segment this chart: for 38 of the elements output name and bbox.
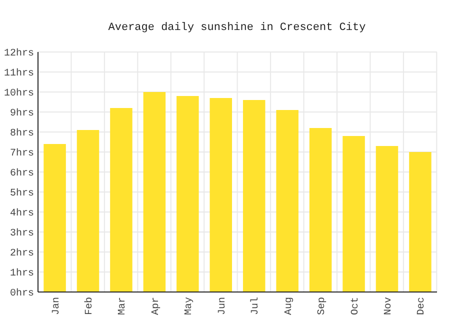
y-tick-label: 0hrs [10, 288, 34, 300]
x-tick-label: Sep [317, 297, 328, 316]
bar [110, 108, 132, 292]
x-tick-label: Feb [84, 297, 96, 316]
x-tick-label: Aug [284, 297, 295, 316]
x-tick-label: Jun [217, 297, 228, 316]
y-tick-label: 11hrs [4, 68, 34, 80]
x-tick-label: Mar [118, 297, 129, 316]
x-tick-label: Apr [150, 297, 162, 316]
y-tick-label: 2hrs [10, 248, 34, 260]
y-tick-label: 7hrs [10, 148, 34, 160]
x-tick-label: Jul [250, 297, 262, 316]
y-tick-label: 12hrs [4, 48, 34, 60]
bar [242, 100, 266, 292]
x-tick-label: Nov [384, 297, 394, 316]
bar [44, 144, 66, 292]
y-tick-label: 9hrs [10, 108, 34, 120]
y-tick-label: 10hrs [4, 88, 34, 100]
bar [276, 110, 298, 292]
x-tick-label: Oct [350, 297, 362, 316]
y-tick-label: 1hrs [10, 268, 34, 280]
y-tick-label: 4hrs [10, 208, 34, 220]
bar [176, 96, 199, 292]
x-tick-label: May [184, 297, 196, 316]
x-tick-label: Dec [416, 297, 428, 316]
y-tick-label: 5hrs [10, 188, 34, 200]
y-tick-label: 3hrs [10, 228, 34, 240]
bar [342, 136, 365, 292]
bar [309, 128, 332, 292]
y-tick-label: 8hrs [10, 128, 34, 140]
bar [143, 92, 166, 292]
bar [376, 146, 398, 292]
bar [210, 98, 232, 292]
y-tick-label: 6hrs [10, 168, 34, 180]
x-tick-label: Jan [51, 297, 62, 316]
bar [409, 152, 432, 292]
chart-title: Average daily sunshine in Crescent City [108, 22, 366, 34]
bar [76, 130, 100, 292]
